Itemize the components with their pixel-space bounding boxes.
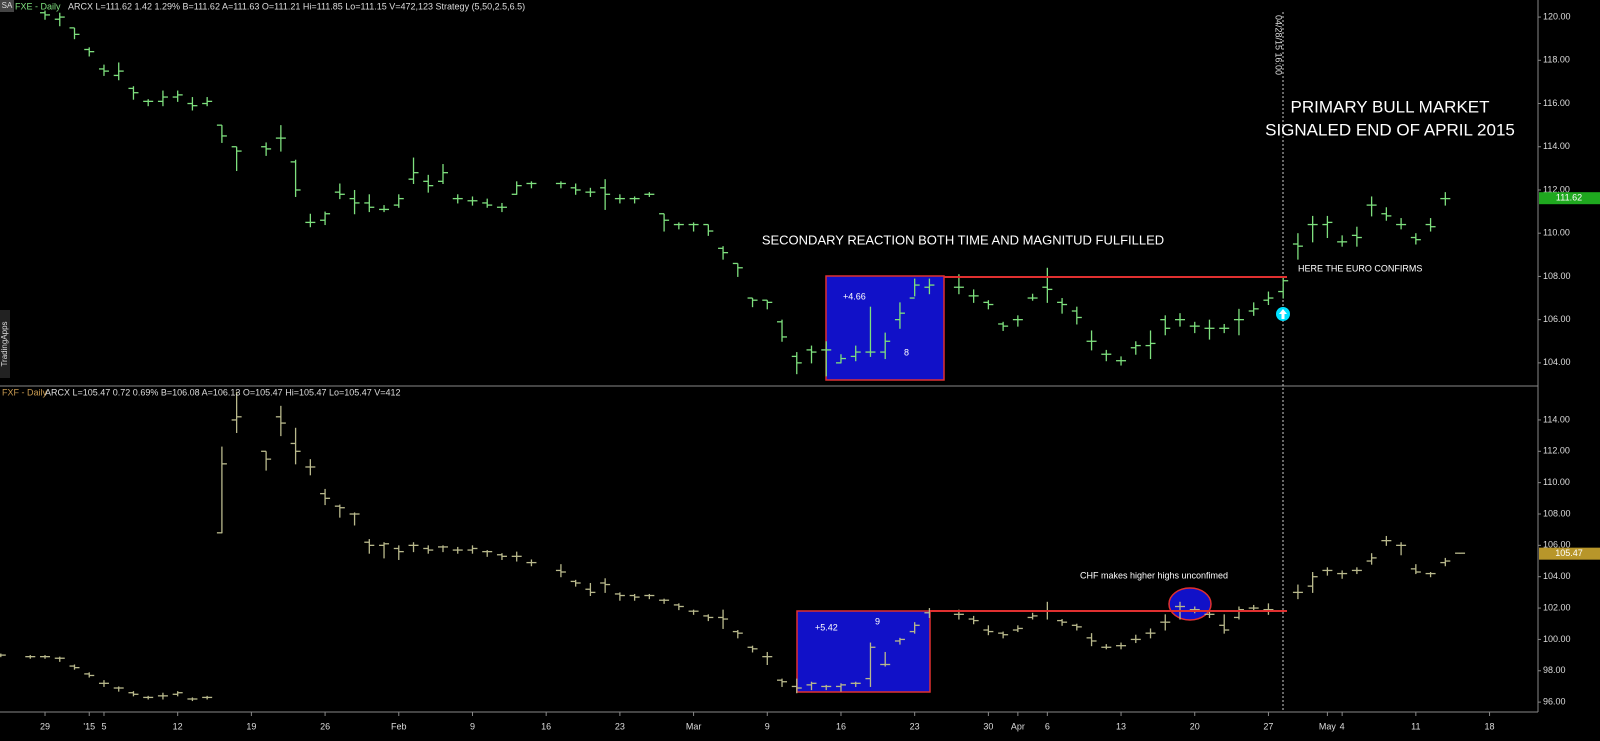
corner-tab-label: SA	[2, 1, 13, 10]
x-tick-label: Feb	[391, 721, 407, 731]
x-tick-label: 4	[1340, 721, 1345, 731]
x-tick-label: 30	[983, 721, 993, 731]
x-tick-label: 9	[470, 721, 475, 731]
x-tick-label: 12	[173, 721, 183, 731]
y-tick-label: 114.00	[1543, 141, 1570, 151]
last-price-tag	[1539, 547, 1600, 560]
marks	[0, 10, 1466, 702]
last-price-label: 111.62	[1556, 193, 1582, 203]
y-tick-label: 116.00	[1543, 98, 1570, 108]
y-tick-label: 106.00	[1543, 314, 1571, 324]
y-tick-label: 110.00	[1543, 228, 1570, 238]
annotation: +5.42	[815, 622, 838, 632]
symbol-name: FXE - Daily	[15, 1, 61, 11]
y-tick-label: 118.00	[1543, 55, 1570, 65]
x-tick-label: Mar	[686, 721, 702, 731]
annotation: HERE THE EURO CONFIRMS	[1298, 263, 1422, 273]
x-tick-label: 19	[246, 721, 256, 731]
annotation: PRIMARY BULL MARKET	[1290, 97, 1489, 116]
corner-tab	[0, 0, 14, 12]
highlight-box	[796, 610, 931, 693]
highlight-box	[825, 275, 945, 381]
y-tick-label: 114.00	[1543, 414, 1570, 424]
y-tick-label: 100.00	[1543, 634, 1571, 644]
y-tick-label: 98.00	[1543, 665, 1566, 675]
symbol-info: ARCX L=105.47 0.72 0.69% B=106.08 A=106.…	[45, 387, 401, 397]
symbol-name: FXF - Daily	[2, 387, 48, 397]
y-tick-label: 102.00	[1543, 602, 1571, 612]
symbol-info: ARCX L=111.62 1.42 1.29% B=111.62 A=111.…	[68, 1, 525, 11]
x-tick-label: 27	[1263, 721, 1273, 731]
x-tick-label: 18	[1485, 721, 1495, 731]
y-tick-label: 104.00	[1543, 571, 1571, 581]
side-tab-label: TradingApps	[0, 321, 9, 366]
highlight-ellipse	[1168, 587, 1212, 621]
annotation: SIGNALED END OF APRIL 2015	[1265, 120, 1515, 139]
x-tick-label: 26	[320, 721, 330, 731]
y-tick-label: 112.00	[1543, 446, 1570, 456]
annotation: SECONDARY REACTION BOTH TIME AND MAGNITU…	[762, 232, 1164, 247]
y-tick-label: 110.00	[1543, 477, 1570, 487]
x-tick-label: 29	[40, 721, 50, 731]
y-tick-label: 108.00	[1543, 271, 1571, 281]
y-tick-label: 104.00	[1543, 357, 1571, 367]
y-tick-label: 108.00	[1543, 508, 1571, 518]
annotation: CHF makes higher highs unconfimed	[1080, 570, 1228, 580]
x-tick-label: 6	[1045, 721, 1050, 731]
y-tick-label: 106.00	[1543, 540, 1571, 550]
side-tab	[0, 310, 10, 378]
y-tick-label: 120.00	[1543, 11, 1571, 21]
cursor-label: 04/28/15 16:00	[1274, 15, 1284, 75]
y-tick-label: 96.00	[1543, 696, 1566, 706]
y-tick-label: 112.00	[1543, 184, 1570, 194]
x-tick-label: May	[1319, 721, 1337, 731]
annotation: 8	[904, 347, 909, 357]
x-tick-label: 20	[1190, 721, 1200, 731]
signal-arrow	[1279, 309, 1287, 319]
x-tick-label: 9	[765, 721, 770, 731]
x-tick-label: 23	[615, 721, 625, 731]
x-tick-label: Apr	[1011, 721, 1025, 731]
x-tick-label: '15	[83, 721, 95, 731]
x-tick-label: 16	[836, 721, 846, 731]
last-price-label: 105.47	[1555, 548, 1583, 558]
annotation: 9	[875, 616, 880, 626]
x-tick-label: 23	[910, 721, 920, 731]
x-tick-label: 16	[541, 721, 551, 731]
last-price-tag	[1539, 192, 1600, 205]
annotation: +4.66	[843, 291, 866, 301]
x-tick-label: 5	[101, 721, 106, 731]
x-tick-label: 13	[1116, 721, 1126, 731]
x-tick-label: 11	[1411, 721, 1420, 731]
